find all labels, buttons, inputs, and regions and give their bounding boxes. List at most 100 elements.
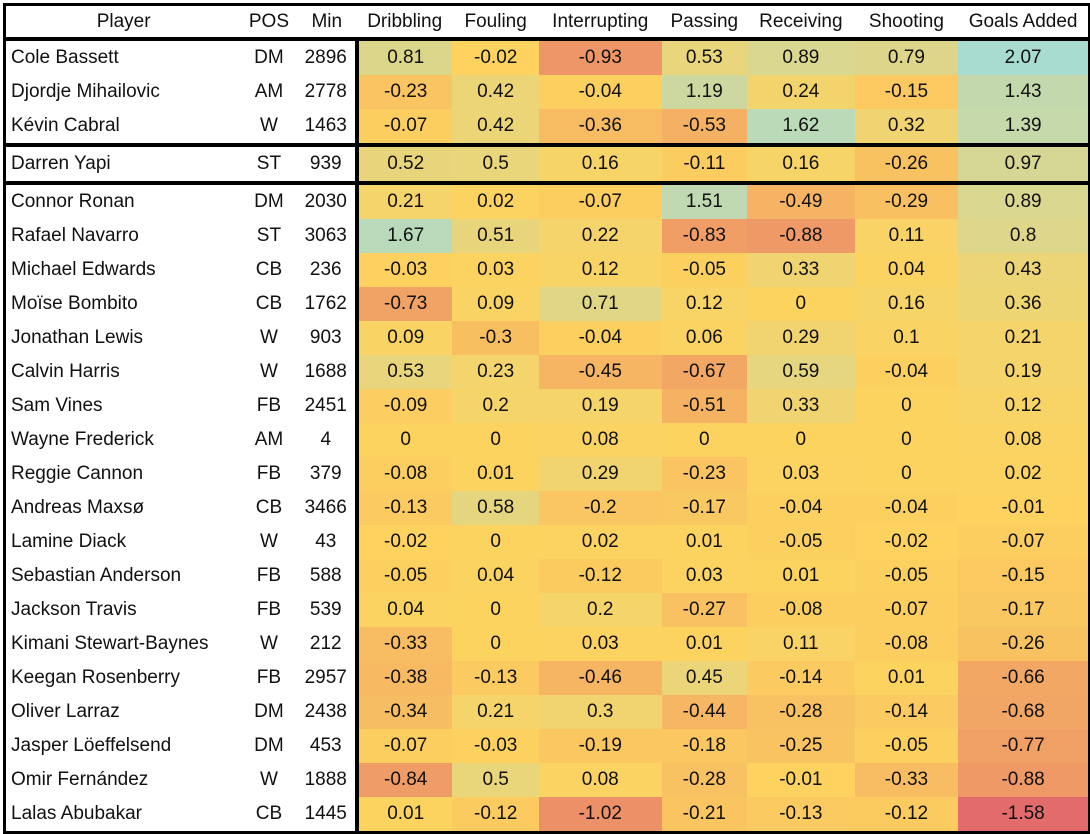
heat-cell-goals-added: -0.66 [958,661,1088,695]
player-name: Kimani Stewart-Baynes [11,633,209,654]
heat-cell-receiving: 0.33 [747,389,855,423]
heat-cell-shooting: -0.26 [854,143,959,183]
player-name: Sebastian Anderson [11,565,182,586]
table-row: Wayne Frederick AM 4 0 0 0.08 0 0 0 0.08 [6,423,1088,457]
heat-cell-dribbling: -0.02 [356,525,453,559]
minutes: 236 [296,253,359,287]
heat-cell-passing: 0.06 [661,321,748,355]
heat-cell-shooting: 0.1 [854,321,959,355]
heat-cell-receiving: -0.13 [747,797,855,831]
table-row: Keegan Rosenberry FB 2957 -0.38 -0.13 -0.46 0.… [6,661,1088,695]
table-row: Connor Ronan DM 2030 0.21 0.02 -0.07 1.51 -0.49… [6,181,1088,219]
heat-cell-dribbling: -0.05 [356,559,453,593]
heat-cell-dribbling: -0.07 [356,109,453,145]
minutes: 4 [296,423,359,457]
heat-cell-goals-added: 0.12 [958,389,1088,423]
heat-cell-dribbling: 1.67 [356,219,453,253]
position: FB [256,395,282,416]
heat-cell-shooting: 0.11 [854,219,959,253]
position: W [259,769,278,790]
player-name: Darren Yapi [6,143,242,183]
heat-cell-shooting: -0.05 [854,559,959,593]
heat-cell-dribbling: -0.13 [356,491,453,525]
heat-cell-dribbling: -0.34 [356,695,453,729]
heat-cell-fouling: 0 [452,593,539,627]
minutes: 2030 [296,181,359,219]
heat-cell-goals-added: -1.58 [958,797,1088,831]
heat-cell-fouling: 0.09 [452,287,539,321]
player-name: Sam Vines [11,395,103,416]
heat-cell-goals-added: 0.8 [958,219,1088,253]
player-name: Michael Edwards [11,259,156,280]
heat-cell-fouling: 0.01 [452,457,539,491]
heat-cell-receiving: 0 [747,423,855,457]
minutes: 903 [296,321,359,355]
player-name: Omir Fernández [11,769,149,790]
position: W [259,531,278,552]
goals-added-table: Player POS Min Dribbling Fouling Interrupting… [3,3,1090,834]
minutes: 3063 [296,219,359,253]
minutes: 1463 [296,109,359,145]
column-header-min: Min [296,6,357,41]
table-row: Djordje Mihailovic AM 2778 -0.23 0.42 -0.04 1.… [6,75,1088,109]
heat-cell-receiving: 0.29 [747,321,855,355]
position: W [259,361,278,382]
heat-cell-dribbling: -0.03 [356,253,453,287]
heat-cell-shooting: 0 [854,389,959,423]
heat-cell-shooting: -0.29 [854,181,959,219]
heat-cell-goals-added: 0.43 [958,253,1088,287]
minutes: 939 [296,143,359,183]
heat-cell-receiving: -0.08 [747,593,855,627]
heat-cell-interrupting: -0.04 [538,75,662,109]
column-header-receiving: Receiving [747,6,855,41]
heat-cell-passing: 0.01 [661,525,748,559]
table-row: Lamine Diack W 43 -0.02 0 0.02 0.01 -0.05 -0.02-… [6,525,1088,559]
heat-cell-passing: -0.67 [661,355,748,389]
heat-cell-shooting: -0.04 [854,355,959,389]
column-header-shooting: Shooting [854,6,959,41]
table-row: Jackson Travis FB 539 0.04 0 0.2 -0.27 -0.08 -0.… [6,593,1088,627]
heat-cell-goals-added: -0.15 [958,559,1088,593]
heat-cell-passing: -0.53 [661,109,748,145]
heat-cell-goals-added: 0.97 [958,143,1088,183]
heat-cell-receiving: -0.01 [747,763,855,797]
heat-cell-dribbling: 0.53 [356,355,453,389]
heat-cell-fouling: -0.3 [452,321,539,355]
heat-cell-interrupting: 0.22 [538,219,662,253]
heat-cell-dribbling: 0 [356,423,453,457]
heat-cell-interrupting: 0.19 [538,389,662,423]
table-row: Jasper Löeffelsend DM 453 -0.07 -0.03 -0.19 -0… [6,729,1088,763]
minutes: 588 [296,559,359,593]
heat-cell-interrupting: 0.2 [538,593,662,627]
heat-cell-receiving: 0.01 [747,559,855,593]
heat-cell-interrupting: 0.3 [538,695,662,729]
heat-cell-interrupting: -0.93 [538,39,662,75]
minutes: 2438 [296,695,359,729]
minutes: 2957 [296,661,359,695]
heat-cell-dribbling: -0.38 [356,661,453,695]
heat-cell-receiving: 0.16 [747,143,855,183]
heat-cell-fouling: 0.02 [452,181,539,219]
position: DM [241,181,297,219]
heat-cell-shooting: 0.79 [854,39,959,75]
heat-cell-receiving: 0.33 [747,253,855,287]
heat-cell-goals-added: -0.17 [958,593,1088,627]
table-row: Reggie Cannon FB 379 -0.08 0.01 0.29 -0.23 0.03… [6,457,1088,491]
heat-cell-shooting: -0.14 [854,695,959,729]
heat-cell-receiving: -0.14 [747,661,855,695]
heat-cell-passing: -0.23 [661,457,748,491]
heat-cell-dribbling: 0.21 [356,181,453,219]
heat-cell-interrupting: 0.02 [538,525,662,559]
table-row: Michael Edwards CB 236 -0.03 0.03 0.12 -0.05 0.… [6,253,1088,287]
heat-cell-interrupting: 0.16 [538,143,662,183]
heat-cell-passing: -0.05 [661,253,748,287]
heat-cell-dribbling: -0.73 [356,287,453,321]
heat-cell-fouling: 0.2 [452,389,539,423]
heat-cell-receiving: 0.24 [747,75,855,109]
heat-cell-receiving: 0 [747,287,855,321]
table-row: Kévin Cabral W 1463 -0.07 0.42 -0.36 -0.53 1.62… [6,109,1088,145]
heat-cell-receiving: -0.49 [747,181,855,219]
position: W [259,327,278,348]
heat-cell-passing: -0.17 [661,491,748,525]
position: FB [256,667,282,688]
